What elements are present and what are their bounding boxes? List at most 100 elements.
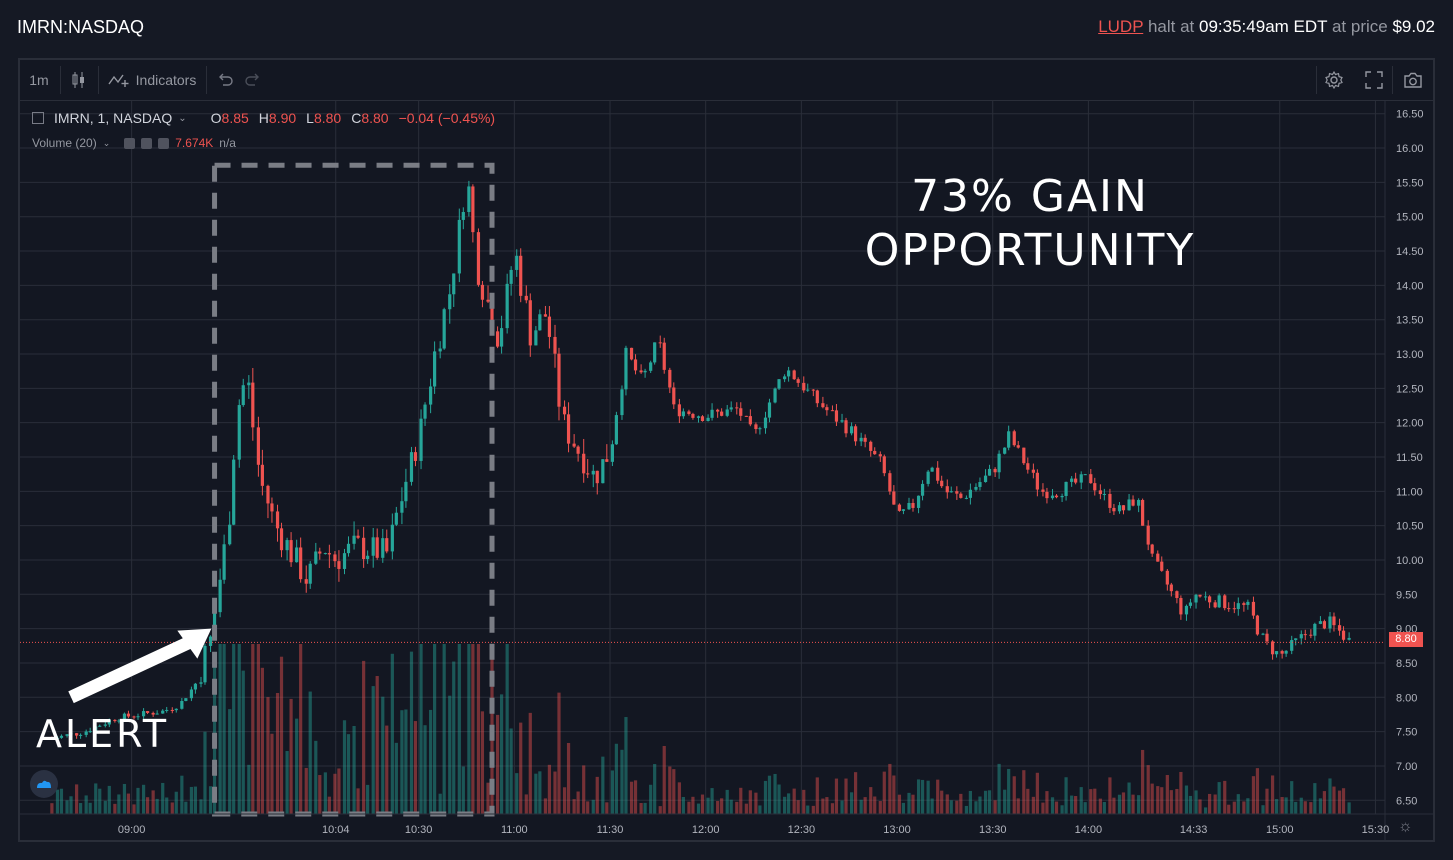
volume-bar <box>802 789 806 814</box>
candle-body <box>1227 608 1231 610</box>
candle-body <box>352 535 356 544</box>
volume-bar <box>480 711 485 814</box>
candle-body <box>543 314 548 317</box>
candle-body <box>519 255 523 296</box>
candle-body <box>653 342 657 363</box>
candle-body <box>1060 495 1064 498</box>
candle-body <box>199 682 203 684</box>
candle-body <box>98 725 102 727</box>
candle-body <box>968 489 972 498</box>
candle-body <box>767 402 772 418</box>
volume-bar <box>572 799 576 814</box>
volume-bar <box>853 772 858 814</box>
legend-title[interactable]: IMRN, 1, NASDAQ <box>54 110 173 126</box>
price-tick-label: 7.00 <box>1396 761 1417 773</box>
volume-bar <box>643 802 647 814</box>
volume-bar <box>155 798 159 814</box>
high-value: 8.90 <box>268 110 297 126</box>
price-tick-label: 8.00 <box>1396 692 1417 704</box>
eye-icon[interactable] <box>124 137 136 149</box>
volume-bar <box>222 644 226 814</box>
candle-body <box>433 351 437 387</box>
gear-icon[interactable] <box>141 137 153 149</box>
candle-body <box>78 734 83 736</box>
tradingview-logo[interactable] <box>30 770 58 798</box>
undo-button[interactable] <box>212 60 238 100</box>
candle-body <box>1303 634 1307 636</box>
volume-bar <box>394 742 398 814</box>
volume-bar <box>145 797 150 814</box>
last-price-badge: 8.80 <box>1389 632 1423 647</box>
candle-body <box>1108 493 1112 508</box>
volume-bar <box>658 806 662 814</box>
halt-symbol-link[interactable]: LUDP <box>1098 17 1144 36</box>
volume-bar <box>390 653 394 814</box>
volume-bar <box>811 805 815 814</box>
candle-body <box>50 738 54 740</box>
candle-body <box>1007 431 1011 448</box>
volume-bar <box>371 686 375 814</box>
chevron-down-icon[interactable]: ⌄ <box>102 137 111 148</box>
volume-bar <box>653 764 657 814</box>
toolbar-divider <box>98 66 99 94</box>
candle-body <box>1160 561 1164 571</box>
close-icon[interactable] <box>158 137 170 149</box>
volume-bar <box>1041 802 1045 814</box>
volume-bar <box>94 783 98 814</box>
volume-bar <box>471 644 475 814</box>
candle-body <box>1274 651 1279 655</box>
chart-type-button[interactable] <box>64 60 94 100</box>
volume-bar <box>136 787 140 814</box>
volume-bar <box>404 709 408 814</box>
candle-body <box>610 444 615 462</box>
volume-bar <box>629 781 634 814</box>
candle-body <box>524 295 528 301</box>
candle-body <box>1188 602 1193 606</box>
candle-body <box>1054 495 1059 498</box>
indicators-button[interactable]: Indicators <box>104 60 200 100</box>
candle-body <box>614 415 618 445</box>
candle-body <box>911 502 915 508</box>
candle-body <box>515 255 519 270</box>
volume-bar <box>1227 804 1231 814</box>
volume-bar <box>1280 797 1284 814</box>
candle-body <box>1031 469 1035 473</box>
volume-bar <box>122 783 127 814</box>
volume-bar <box>1007 768 1011 814</box>
candle-body <box>926 471 930 484</box>
candle-body <box>94 726 98 732</box>
price-chart[interactable]: 16.50 16.00 15.50 15.00 14.50 14.00 13.50 13.00… <box>20 100 1433 840</box>
volume-bar <box>1265 788 1269 814</box>
chevron-down-icon[interactable]: ⌄ <box>178 112 187 124</box>
volume-bar <box>509 728 513 814</box>
volume-bar <box>1246 798 1250 814</box>
collapse-legend-icon[interactable] <box>32 112 44 124</box>
tradingview-logo-icon <box>37 780 51 788</box>
volume-label[interactable]: Volume (20) <box>32 136 97 150</box>
volume-bar <box>323 772 327 814</box>
fullscreen-button[interactable] <box>1360 60 1388 100</box>
volume-bar <box>1031 796 1035 814</box>
volume-bar <box>901 802 906 814</box>
snapshot-button[interactable] <box>1398 60 1428 100</box>
chart-toolbar: 1m Indicators <box>20 60 1433 101</box>
candle-body <box>978 482 982 487</box>
candle-body <box>495 331 500 347</box>
volume-bar <box>562 787 567 814</box>
candle-body <box>1179 598 1183 615</box>
settings-button[interactable] <box>1320 60 1348 100</box>
time-tick-label: 12:00 <box>692 824 720 836</box>
volume-bar <box>141 784 146 814</box>
redo-button[interactable] <box>240 60 266 100</box>
interval-button[interactable]: 1m <box>29 72 49 88</box>
candle-body <box>1198 594 1202 597</box>
axis-settings-icon[interactable]: ☼ <box>1398 818 1413 835</box>
candle-body <box>141 711 146 717</box>
volume-bar <box>1102 801 1106 814</box>
volume-bar <box>716 800 720 814</box>
candle-body <box>729 407 733 410</box>
price-tick-label: 12.00 <box>1396 418 1424 430</box>
volume-bar <box>763 780 768 814</box>
candle-body <box>987 468 992 476</box>
volume-bar <box>1131 794 1135 814</box>
